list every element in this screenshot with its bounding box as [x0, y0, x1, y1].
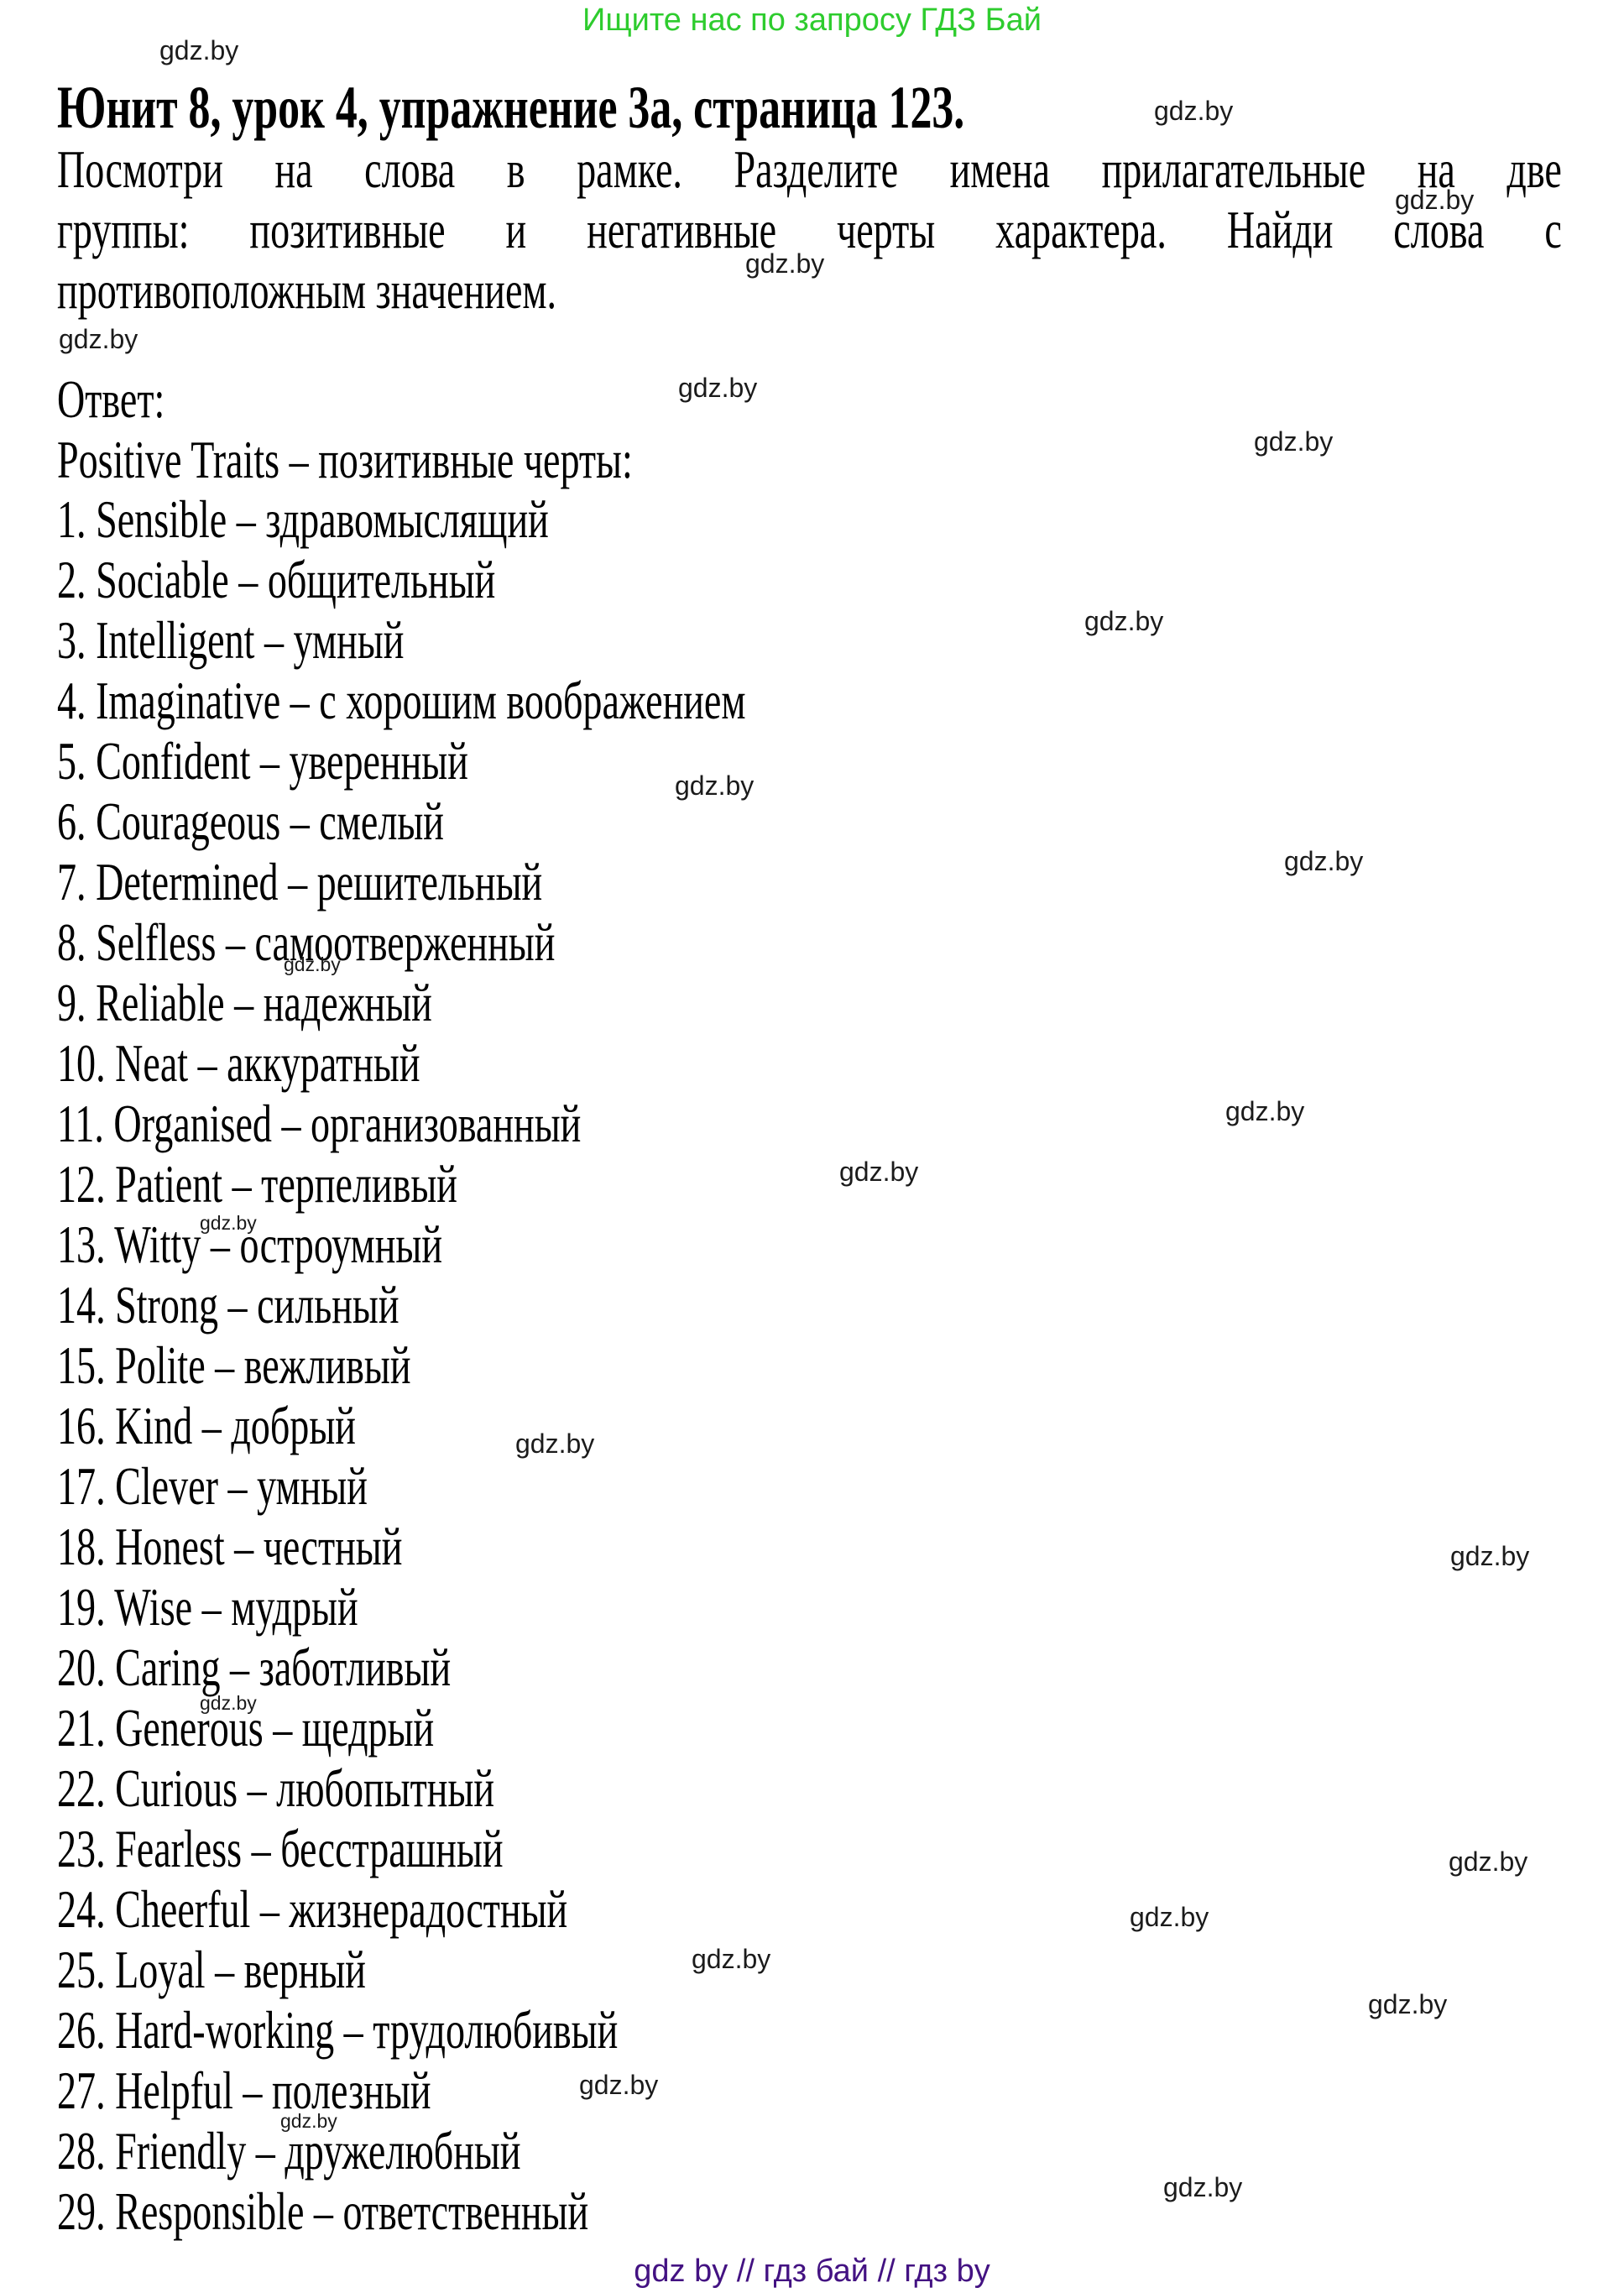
gdz-watermark: gdz.by [159, 35, 239, 65]
list-item: 28. Friendly – дружелюбный [57, 2121, 521, 2181]
gdz-watermark: gdz.by [1368, 1989, 1448, 2019]
list-item: 18. Honest – честный [57, 1517, 403, 1576]
list-item: 26. Hard-working – трудолюбивый [57, 2000, 619, 2060]
list-item: 25. Loyal – верный [57, 1940, 366, 1999]
gdz-watermark: gdz.by [284, 953, 341, 975]
list-item: 24. Cheerful – жизнерадостный [57, 1879, 568, 1939]
gdz-watermark: gdz.by [200, 1212, 257, 1234]
gdz-watermark: gdz.by [1284, 846, 1364, 876]
list-item: 21. Generous – щедрый [57, 1698, 435, 1758]
list-item: 7. Determined – решительный [57, 852, 543, 911]
gdz-watermark: gdz.by [280, 2110, 337, 2132]
task-text-line-3: противоположным значением. [57, 260, 557, 320]
gdz-watermark: gdz.by [1449, 1846, 1528, 1877]
list-item: 14. Strong – сильный [57, 1275, 399, 1335]
list-item: 29. Responsible – ответственный [57, 2181, 589, 2241]
promo-banner: Ищите нас по запросу ГДЗ Бай [582, 3, 1042, 38]
gdz-watermark: gdz.by [1254, 426, 1334, 457]
gdz-watermark: gdz.by [692, 1944, 771, 1974]
gdz-watermark: gdz.by [1163, 2172, 1243, 2202]
list-item: 3. Intelligent – умный [57, 610, 405, 670]
list-item: 17. Clever – умный [57, 1456, 368, 1516]
gdz-watermark: gdz.by [1130, 1902, 1209, 1932]
list-item: 27. Helpful – полезный [57, 2061, 431, 2120]
list-item: 5. Confident – уверенный [57, 731, 468, 791]
list-item: 2. Sociable – общительный [57, 550, 496, 609]
list-item: 4. Imaginative – с хорошим воображением [57, 671, 746, 730]
gdz-watermark: gdz.by [839, 1157, 919, 1187]
list-item: 6. Courageous – смелый [57, 791, 444, 851]
list-item: 22. Curious – любопытный [57, 1758, 495, 1818]
list-item: 8. Selfless – самоотверженный [57, 912, 556, 972]
answer-label: Ответ: [57, 369, 165, 429]
positive-traits-heading: Positive Traits – позитивные черты: [57, 430, 633, 489]
list-item: 16. Kind – добрый [57, 1396, 356, 1455]
footer-links: gdz by // гдз бай // гдз by [634, 2254, 990, 2289]
list-item: 10. Neat – аккуратный [57, 1033, 420, 1093]
gdz-watermark: gdz.by [1450, 1541, 1530, 1571]
gdz-watermark: gdz.by [579, 2070, 659, 2100]
list-item: 20. Caring – заботливый [57, 1637, 452, 1697]
task-text-line-1: Посмотри на слова в рамке. Разделите име… [57, 139, 1562, 199]
gdz-watermark: gdz.by [678, 373, 758, 403]
gdz-watermark: gdz.by [1154, 96, 1234, 126]
list-item: 13. Witty – остроумный [57, 1214, 442, 1274]
list-item: 11. Organised – организованный [57, 1094, 582, 1153]
list-item: 15. Polite – вежливый [57, 1335, 411, 1395]
list-item: 19. Wise – мудрый [57, 1577, 358, 1637]
task-text-line-2: группы: позитивные и негативные черты ха… [57, 200, 1562, 259]
gdz-watermark: gdz.by [745, 248, 825, 279]
page-title: Юнит 8, урок 4, упражнение 3а, страница … [57, 74, 965, 141]
list-item: 9. Reliable – надежный [57, 973, 432, 1032]
gdz-watermark: gdz.by [200, 1692, 257, 1714]
gdz-watermark: gdz.by [675, 770, 755, 801]
list-item: 23. Fearless – бесстрашный [57, 1819, 504, 1878]
list-item: 12. Patient – терпеливый [57, 1154, 457, 1214]
list-item: 1. Sensible – здравомыслящий [57, 489, 549, 549]
gdz-watermark: gdz.by [1084, 606, 1164, 636]
gdz-watermark: gdz.by [59, 324, 138, 354]
gdz-watermark: gdz.by [515, 1429, 595, 1459]
positive-traits-list: 1. Sensible – здравомыслящий 2. Sociable … [57, 489, 746, 2242]
gdz-watermark: gdz.by [1395, 185, 1475, 215]
gdz-watermark: gdz.by [1225, 1096, 1305, 1126]
